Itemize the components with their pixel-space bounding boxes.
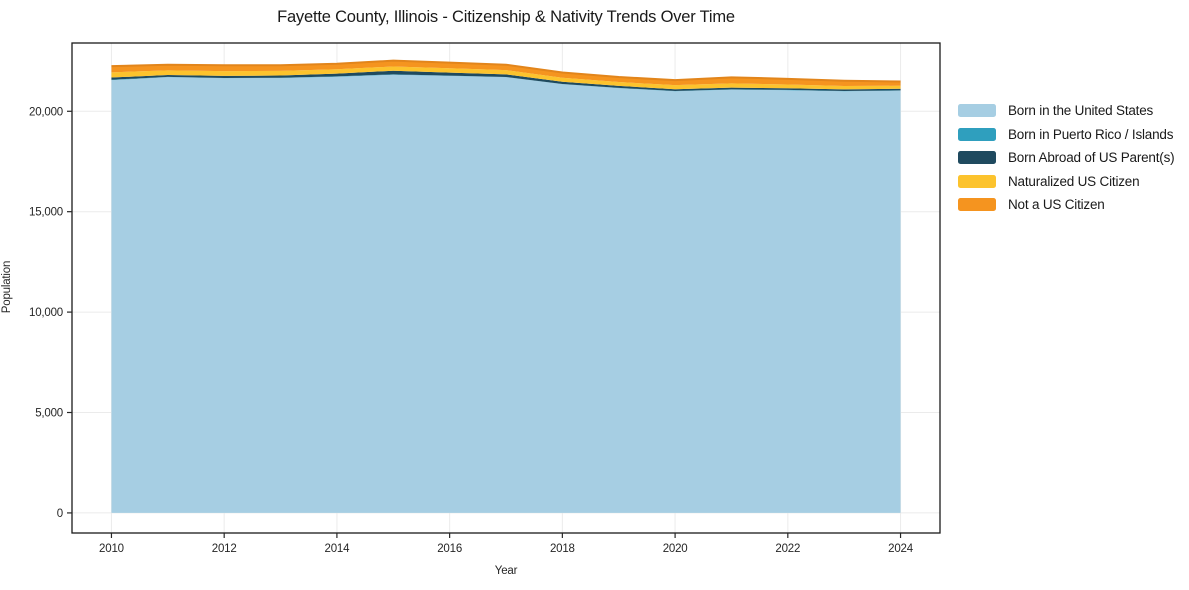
x-tick-label: 2024 (888, 543, 914, 555)
x-tick-label: 2014 (325, 543, 351, 555)
legend-label: Naturalized US Citizen (1008, 173, 1140, 189)
x-axis-label: Year (494, 565, 518, 577)
area-series-3 (111, 66, 901, 90)
y-tick-label: 0 (57, 508, 63, 520)
y-tick-label: 20,000 (29, 106, 63, 118)
chart-title: Fayette County, Illinois - Citizenship &… (277, 8, 735, 26)
legend-label: Born in Puerto Rico / Islands (1008, 126, 1174, 142)
legend-swatch-born-abroad (958, 151, 996, 164)
x-tick-label: 2016 (437, 543, 462, 555)
legend-label: Not a US Citizen (1008, 197, 1105, 212)
legend: Born in the United States Born in Puerto… (958, 103, 1175, 222)
legend-label: Born in the United States (1008, 103, 1154, 118)
x-tick-label: 2010 (99, 543, 124, 555)
y-tick-label: 5,000 (35, 408, 63, 420)
x-tick-label: 2018 (550, 543, 575, 555)
x-tick-label: 2020 (663, 543, 688, 555)
legend-label: Born Abroad of US Parent(s) (1008, 150, 1175, 165)
legend-item: Born in the United States (958, 103, 1174, 118)
legend-swatch-puerto-rico (958, 127, 996, 141)
legend-swatch-naturalized (958, 174, 996, 188)
y-tick-label: 10,000 (29, 307, 63, 319)
legend-item: Born in Puerto Rico / Islands (958, 126, 1174, 142)
plot-border (71, 42, 941, 534)
legend-item: Naturalized US Citizen (958, 173, 1174, 189)
legend-swatch-born-us (958, 104, 996, 117)
legend-swatch-not-citizen (958, 198, 996, 211)
y-tick-label: 15,000 (29, 207, 63, 219)
area-series-2 (111, 70, 901, 91)
legend-item: Born Abroad of US Parent(s) (958, 150, 1175, 165)
total-top-edge (111, 59, 901, 83)
x-tick-label: 2012 (212, 543, 237, 555)
legend-item: Not a US Citizen (958, 197, 1174, 212)
area-series-0 (111, 74, 901, 513)
y-axis-label: Population (1, 260, 13, 314)
x-tick-label: 2022 (775, 543, 800, 555)
